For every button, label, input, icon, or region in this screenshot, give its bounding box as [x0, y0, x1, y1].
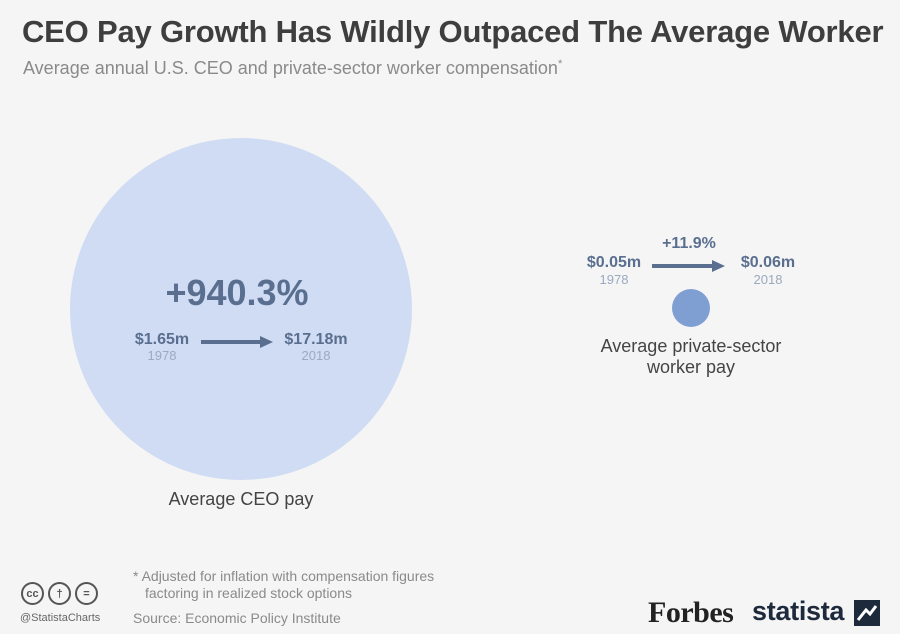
subtitle-text: Average annual U.S. CEO and private-sect… [23, 58, 558, 78]
ceo-start-value: $1.65m [135, 331, 189, 348]
forbes-logo: Forbes [648, 596, 734, 629]
ceo-change-label: +940.3% [165, 272, 308, 313]
worker-start-value: $0.05m [587, 254, 641, 271]
statista-logo-text: statista [752, 596, 845, 626]
twitter-handle: @StatistaCharts [20, 612, 101, 624]
ceo-start-year: 1978 [148, 348, 177, 363]
footnote-line-2: factoring in realized stock options [145, 585, 352, 601]
by-icon: † [48, 582, 71, 605]
worker-end-year: 2018 [754, 272, 783, 287]
worker-category-label: Average private-sector worker pay [601, 336, 782, 377]
bubble-worker [672, 289, 710, 327]
worker-change-label: +11.9% [662, 235, 716, 252]
worker-category-label-line-2: worker pay [646, 357, 735, 377]
license-icons: cc † = [21, 582, 98, 605]
nd-icon: = [75, 582, 98, 605]
worker-start-year: 1978 [600, 272, 629, 287]
statista-logo-icon [854, 600, 880, 626]
chart-title: CEO Pay Growth Has Wildly Outpaced The A… [22, 14, 884, 49]
ceo-end-value: $17.18m [284, 331, 347, 348]
worker-category-label-line-1: Average private-sector [601, 336, 782, 356]
ceo-category-label: Average CEO pay [169, 489, 314, 509]
worker-end-value: $0.06m [741, 254, 795, 271]
worker-arrow-head [712, 260, 725, 272]
source-note: Source: Economic Policy Institute [133, 610, 341, 626]
bubble-ceo [70, 138, 412, 480]
subtitle-footnote-mark: * [557, 58, 563, 70]
chart-subtitle: Average annual U.S. CEO and private-sect… [23, 58, 562, 79]
footnote: * Adjusted for inflation with compensati… [133, 568, 434, 602]
ceo-end-year: 2018 [302, 348, 331, 363]
ceo-arrow-head [260, 336, 273, 348]
footnote-line-1: * Adjusted for inflation with compensati… [133, 568, 435, 584]
cc-icon: cc [21, 582, 44, 605]
